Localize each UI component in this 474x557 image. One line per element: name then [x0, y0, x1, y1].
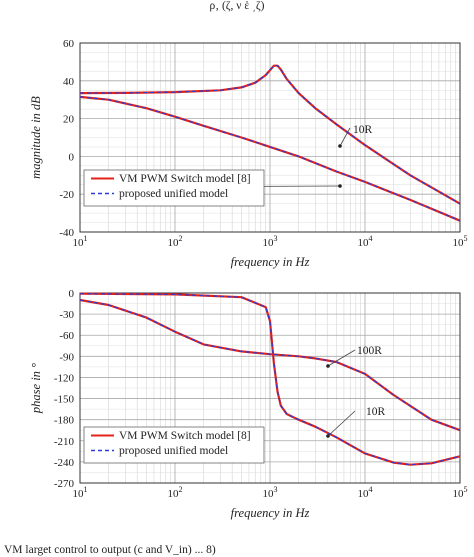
annotation-pointer	[339, 127, 351, 147]
y-tick-label: 60	[63, 38, 75, 50]
legend-entry-unified: proposed unified model	[119, 445, 228, 457]
y-tick-label: -210	[54, 436, 75, 448]
x-tick-label: 104	[358, 485, 373, 500]
x-tick-label: 102	[168, 234, 183, 249]
y-tick-label: 20	[63, 114, 75, 126]
series-line-10R-unified	[79, 65, 461, 205]
x-axis-label: frequency in Hz	[231, 506, 310, 520]
x-tick-label: 104	[358, 234, 373, 249]
legend-entry-unified: proposed unified model	[119, 188, 228, 200]
x-tick-label: 105	[453, 485, 468, 500]
header-fragment: ρ‚ (ζ, ν ἑ ͵ζ)	[210, 0, 265, 12]
legend-box	[83, 169, 265, 207]
y-tick-label: -180	[54, 415, 75, 427]
y-axis-label: magnitude in dB	[29, 96, 43, 179]
y-tick-label: -120	[54, 372, 75, 384]
y-tick-label: -40	[59, 227, 74, 239]
y-tick-label: -240	[54, 457, 75, 469]
y-tick-label: -150	[54, 394, 75, 406]
footer-fragment: VM larget control to output (c and V_in)…	[4, 544, 216, 556]
annotation-marker	[338, 184, 342, 188]
series-line-100R-unified	[79, 299, 461, 431]
y-axis-label: phase in °	[29, 363, 43, 414]
annotation-label: 100R	[357, 345, 382, 357]
phase-plot: 101 102 103 104 105 0 -30 -60 -90 -120 -150 -180 -21…	[29, 288, 468, 520]
x-tick-label: 101	[73, 234, 88, 249]
series-line-100R-vm-pwm	[79, 95, 461, 222]
magnitude-plot: 101 102 103 104 105 -40 -20 0 20 40 60 frequency in…	[29, 38, 468, 269]
x-tick-label: 103	[263, 485, 278, 500]
annotation-pointer	[327, 349, 356, 367]
legend-box	[83, 426, 265, 464]
y-tick-label: 0	[69, 151, 75, 163]
x-tick-label: 103	[263, 234, 278, 249]
y-tick-label: 0	[69, 288, 75, 300]
y-tick-label: 40	[63, 76, 75, 88]
annotation-marker	[338, 144, 342, 148]
x-tick-label: 102	[168, 485, 183, 500]
annotation-marker	[326, 434, 330, 438]
y-tick-label: -30	[59, 309, 74, 321]
annotation-pointer	[327, 410, 356, 437]
plot-frame	[79, 42, 461, 233]
annotation-marker	[326, 364, 330, 368]
annotation-label: 10R	[353, 124, 373, 136]
x-tick-label: 105	[453, 234, 468, 249]
x-axis-label: frequency in Hz	[231, 255, 310, 269]
legend-entry-vm-pwm: VM PWM Switch model [8]	[119, 430, 251, 442]
annotation-label: 10R	[366, 406, 386, 418]
legend-entry-vm-pwm: VM PWM Switch model [8]	[119, 173, 251, 185]
y-tick-label: -20	[59, 189, 74, 201]
x-tick-label: 101	[73, 485, 88, 500]
y-tick-label: -90	[59, 351, 74, 363]
plot-frame	[79, 292, 461, 484]
y-tick-label: -60	[59, 330, 74, 342]
series-line-10R-unified	[79, 293, 461, 466]
y-tick-label: -270	[54, 478, 75, 490]
